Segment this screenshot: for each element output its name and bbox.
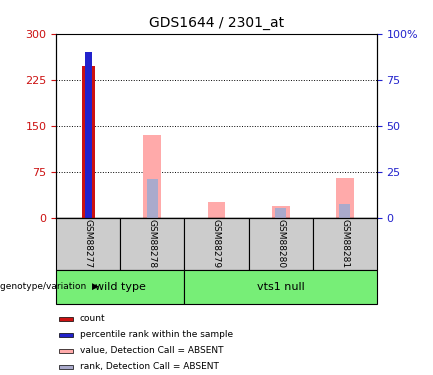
Title: GDS1644 / 2301_at: GDS1644 / 2301_at: [149, 16, 284, 30]
Bar: [58, 349, 73, 353]
Bar: [58, 317, 73, 321]
Text: GSM88278: GSM88278: [148, 219, 157, 268]
Text: wild type: wild type: [95, 282, 146, 292]
Bar: [339, 204, 350, 218]
Text: GSM88280: GSM88280: [276, 219, 285, 268]
Text: value, Detection Call = ABSENT: value, Detection Call = ABSENT: [80, 346, 223, 355]
Text: genotype/variation  ▶: genotype/variation ▶: [0, 282, 99, 291]
Text: GSM88281: GSM88281: [340, 219, 349, 268]
Bar: [313, 217, 377, 270]
Bar: [249, 217, 313, 270]
Text: GSM88277: GSM88277: [84, 219, 93, 268]
Bar: [184, 270, 377, 304]
Bar: [56, 217, 120, 270]
Bar: [143, 135, 162, 218]
Bar: [275, 209, 286, 218]
Bar: [336, 178, 354, 218]
Bar: [271, 207, 290, 218]
Bar: [207, 202, 226, 217]
Bar: [58, 365, 73, 369]
Text: GSM88279: GSM88279: [212, 219, 221, 268]
Bar: [120, 217, 184, 270]
Text: vts1 null: vts1 null: [257, 282, 304, 292]
Bar: [82, 66, 95, 218]
Bar: [58, 333, 73, 337]
Bar: [85, 52, 91, 217]
Bar: [184, 217, 249, 270]
Bar: [147, 179, 158, 218]
Text: rank, Detection Call = ABSENT: rank, Detection Call = ABSENT: [80, 362, 219, 371]
Bar: [56, 270, 184, 304]
Text: percentile rank within the sample: percentile rank within the sample: [80, 330, 233, 339]
Text: count: count: [80, 315, 105, 324]
